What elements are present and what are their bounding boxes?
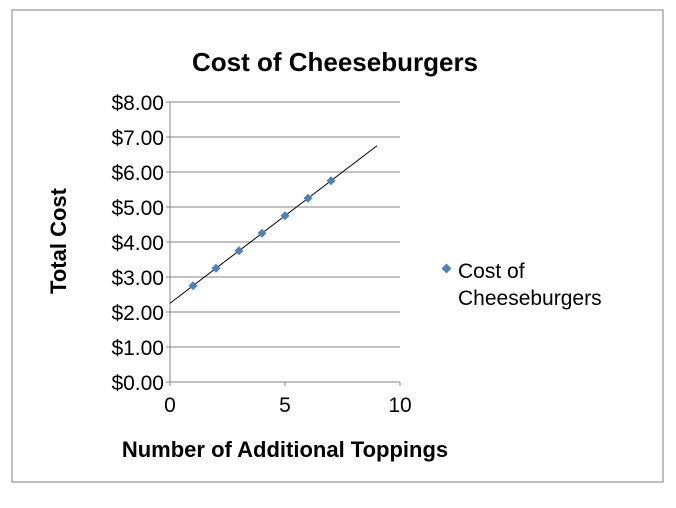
y-tick-label: $6.00 (111, 162, 164, 185)
chart-title: Cost of Cheeseburgers (192, 47, 478, 77)
data-points (188, 176, 336, 291)
y-tick-label: $4.00 (111, 232, 164, 255)
y-tick-labels: $0.00 $1.00 $2.00 $3.00 $4.00 $5.00 $6.00 $7.00… (111, 92, 164, 395)
data-point (326, 176, 336, 186)
y-tick-label: $2.00 (111, 302, 164, 325)
y-tick-label: $5.00 (111, 197, 164, 220)
chart-border (11, 9, 664, 483)
legend-label-line2: Cheeseburgers (458, 287, 602, 310)
y-tick-label: $8.00 (111, 92, 164, 115)
x-axis-title: Number of Additional Toppings (122, 437, 448, 462)
x-tick-labels: 0 5 10 (164, 394, 412, 417)
legend: Cost of Cheeseburgers (441, 260, 602, 310)
gridlines (170, 101, 400, 348)
y-tick-label: $1.00 (111, 337, 164, 360)
x-tick-label: 10 (388, 394, 411, 417)
y-tick-label: $7.00 (111, 127, 164, 150)
x-tick-label: 5 (279, 394, 291, 417)
legend-marker (441, 263, 452, 274)
trendline (169, 145, 378, 304)
y-axis-title: Total Cost (46, 187, 71, 294)
data-point (188, 281, 198, 291)
axes (166, 101, 401, 386)
y-tick-label: $3.00 (111, 267, 164, 290)
data-point (234, 246, 244, 256)
data-point (303, 193, 313, 203)
x-tick-label: 0 (164, 394, 176, 417)
trendline-group (169, 145, 378, 304)
y-tick-label: $0.00 (111, 372, 164, 395)
data-point (280, 211, 290, 221)
data-point (211, 263, 221, 273)
legend-label-line1: Cost of (458, 260, 525, 283)
data-point (257, 228, 267, 238)
